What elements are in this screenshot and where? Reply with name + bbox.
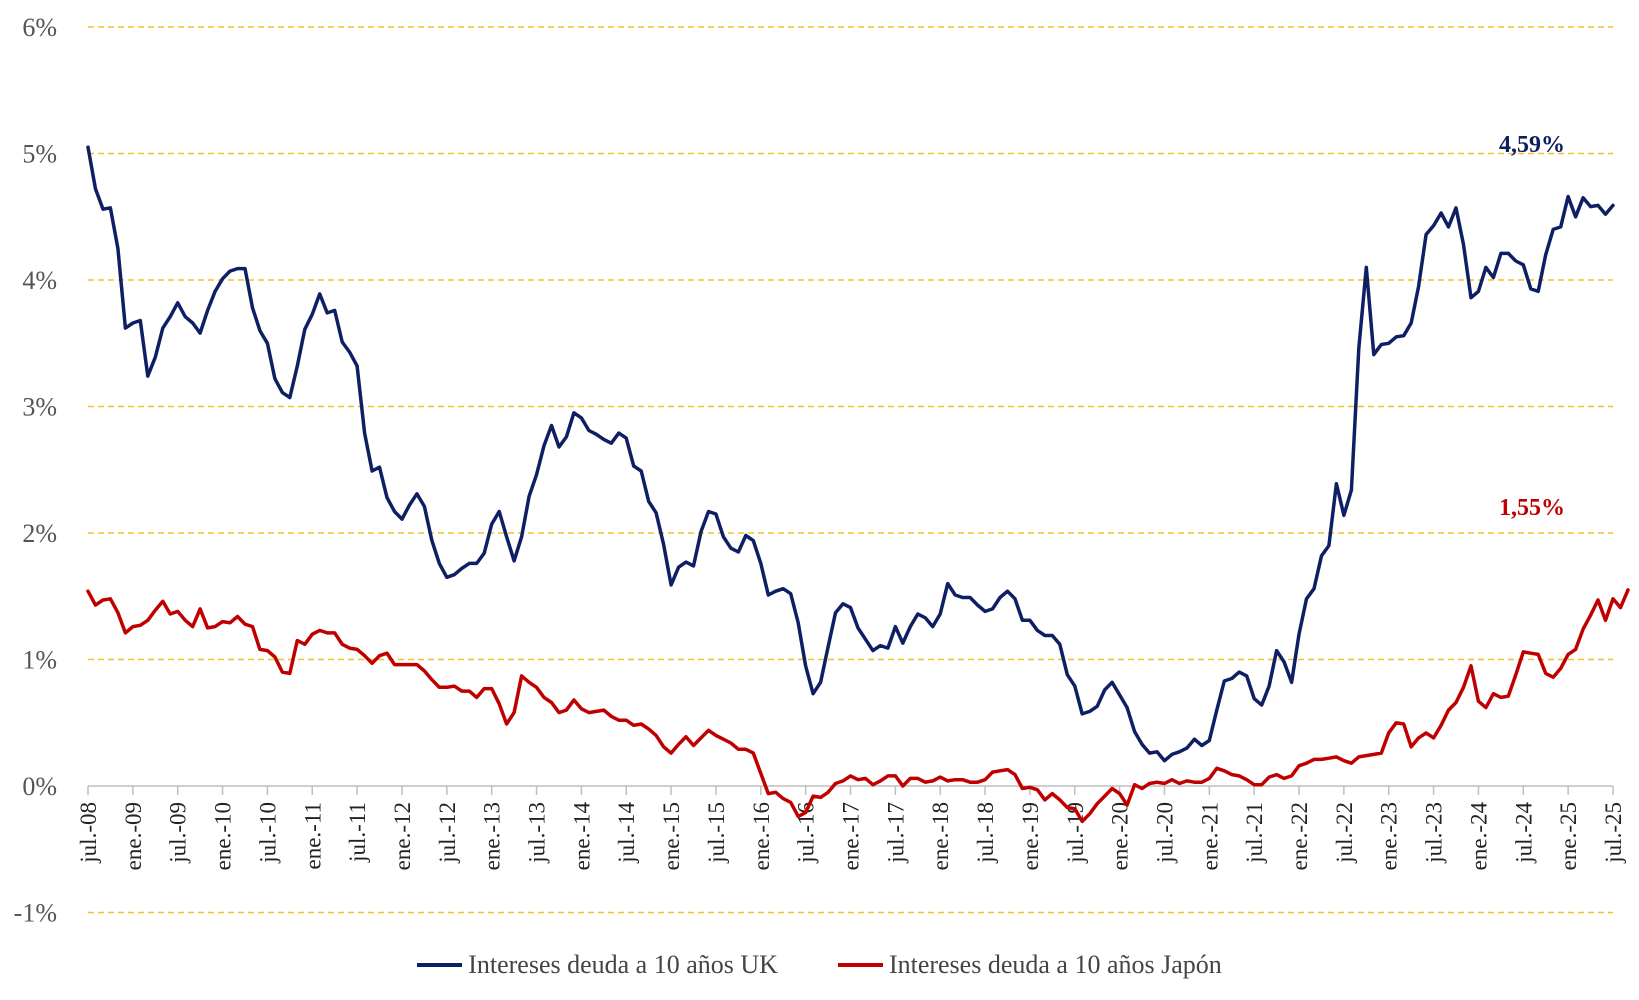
x-axis-ticks: jul.-08 ene.-09 jul.-09 ene.-10 jul.-10 ene.-…: [76, 786, 1626, 870]
x-tick-label: jul.-08: [76, 802, 101, 864]
x-tick-label: jul.-22: [1332, 802, 1357, 864]
series-lines: [86, 145, 1630, 824]
legend: Intereses deuda a 10 años UK Intereses d…: [0, 945, 1639, 985]
legend-swatch-japan: [837, 963, 883, 967]
y-tick-label: 5%: [22, 140, 57, 169]
x-tick-label: ene.-10: [211, 802, 236, 870]
x-tick-label: ene.-19: [1018, 802, 1043, 870]
legend-item-japan[interactable]: Intereses deuda a 10 años Japón: [837, 950, 1222, 980]
x-tick-label: jul.-23: [1422, 802, 1447, 864]
y-axis-ticks: -1% 0% 1% 2% 3% 4% 5% 6%: [14, 13, 57, 928]
x-tick-label: jul.-18: [973, 802, 998, 864]
end-label-1: 1,55%: [1499, 495, 1565, 521]
y-tick-label: 6%: [22, 13, 57, 42]
series-line-1: [86, 588, 1630, 824]
gridlines: [88, 26, 1613, 914]
x-tick-label: jul.-17: [883, 802, 908, 864]
x-tick-label: ene.-25: [1556, 802, 1581, 870]
legend-swatch-uk: [417, 963, 463, 967]
legend-item-uk[interactable]: Intereses deuda a 10 años UK: [417, 950, 778, 980]
legend-label-japan: Intereses deuda a 10 años Japón: [888, 950, 1222, 979]
x-tick-label: jul.-15: [704, 802, 729, 864]
x-tick-label: jul.-20: [1152, 802, 1177, 864]
x-tick-label: ene.-21: [1197, 802, 1222, 870]
legend-label-uk: Intereses deuda a 10 años UK: [468, 950, 778, 979]
x-tick-label: jul.-21: [1242, 802, 1267, 864]
x-tick-label: jul.-11: [345, 802, 370, 863]
x-tick-label: jul.-09: [166, 802, 191, 864]
x-tick-label: ene.-13: [480, 802, 505, 870]
series-line-0: [86, 145, 1615, 763]
y-tick-label: 3%: [22, 393, 57, 422]
y-tick-label: 1%: [22, 646, 57, 675]
x-tick-label: jul.-13: [525, 802, 550, 864]
x-tick-label: ene.-17: [839, 802, 864, 870]
x-tick-label: jul.-14: [614, 802, 639, 864]
x-tick-label: jul.-25: [1601, 802, 1626, 864]
x-tick-label: ene.-09: [121, 802, 146, 870]
x-tick-label: ene.-23: [1377, 802, 1402, 870]
x-tick-label: ene.-20: [1108, 802, 1133, 870]
x-tick-label: ene.-16: [749, 802, 774, 870]
end-labels: 4,59% 1,55%: [1499, 132, 1565, 521]
x-tick-label: ene.-15: [659, 802, 684, 870]
x-tick-label: ene.-14: [569, 802, 594, 871]
x-tick-label: ene.-12: [390, 802, 415, 870]
x-tick-label: jul.-12: [435, 802, 460, 864]
y-tick-label: 4%: [22, 266, 57, 295]
y-tick-label: 0%: [22, 772, 57, 801]
x-tick-label: jul.-10: [255, 802, 280, 864]
x-tick-label: ene.-18: [928, 802, 953, 870]
line-chart: -1% 0% 1% 2% 3% 4% 5% 6% jul.-08 ene.-09 jul.-09 e…: [14, 13, 1630, 928]
y-tick-label: 2%: [22, 519, 57, 548]
x-tick-label: ene.-22: [1287, 802, 1312, 870]
y-tick-label: -1%: [14, 899, 57, 928]
x-tick-label: jul.-24: [1511, 802, 1536, 864]
end-label-0: 4,59%: [1499, 132, 1565, 158]
x-tick-label: ene.-24: [1466, 802, 1491, 871]
x-tick-label: ene.-11: [300, 802, 325, 869]
